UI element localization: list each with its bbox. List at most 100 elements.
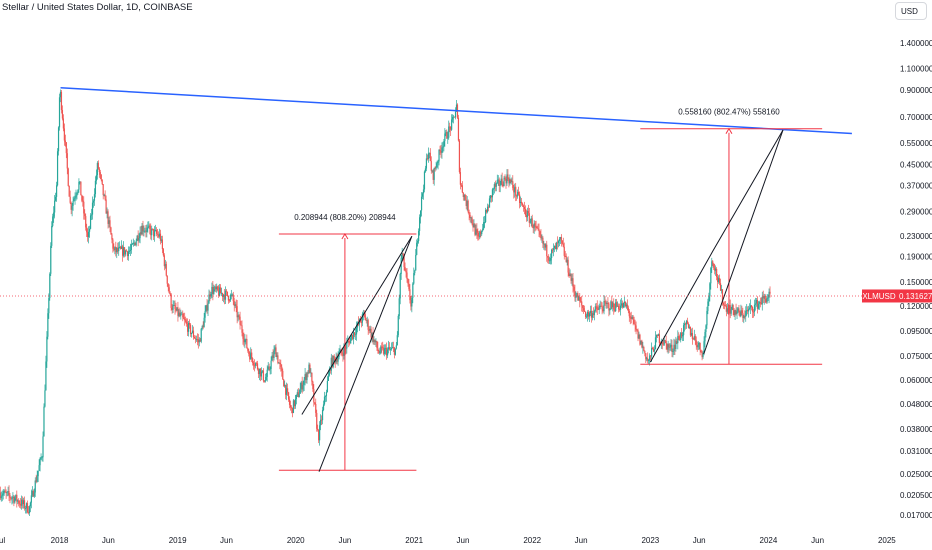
candle-body bbox=[520, 201, 523, 204]
candle-body bbox=[40, 457, 42, 459]
candle bbox=[713, 263, 715, 270]
candle bbox=[679, 334, 681, 342]
candle-body bbox=[91, 202, 94, 215]
candle bbox=[709, 282, 711, 302]
candle-body bbox=[452, 116, 455, 118]
candle-body bbox=[756, 299, 759, 309]
candle-body bbox=[480, 231, 482, 235]
candle-body bbox=[510, 179, 512, 182]
x-tick-label: 2024 bbox=[760, 536, 778, 545]
candle-body bbox=[389, 349, 392, 351]
candle bbox=[208, 289, 210, 304]
candle-body bbox=[564, 255, 566, 257]
candle-body bbox=[2, 493, 4, 496]
candle-body bbox=[539, 231, 541, 235]
candle bbox=[185, 316, 187, 324]
candle-body bbox=[212, 286, 214, 294]
candle bbox=[531, 214, 533, 228]
currency-button[interactable]: USD bbox=[895, 2, 927, 20]
candle bbox=[265, 372, 267, 381]
candle bbox=[623, 296, 626, 308]
candle bbox=[450, 126, 452, 137]
candle-body bbox=[750, 305, 753, 308]
time-axis[interactable]: Jul2018Jun2019Jun2020Jun2021Jun2022Jun20… bbox=[0, 536, 896, 545]
candle bbox=[608, 302, 610, 317]
candle-body bbox=[427, 153, 429, 159]
candle-body bbox=[181, 313, 183, 315]
candle-body bbox=[692, 338, 694, 340]
x-tick-label: 2023 bbox=[641, 536, 659, 545]
candle-body bbox=[457, 117, 460, 141]
candle bbox=[7, 486, 9, 497]
candle bbox=[353, 332, 356, 338]
candle bbox=[36, 470, 38, 483]
y-tick-label: 0.230000 bbox=[900, 232, 932, 241]
candle bbox=[211, 282, 213, 298]
candle bbox=[45, 355, 47, 391]
measure-1-arrow bbox=[341, 233, 349, 240]
candle-body bbox=[517, 191, 519, 197]
candle-body bbox=[565, 255, 567, 262]
candle-body bbox=[80, 181, 82, 196]
y-tick-label: 0.075000 bbox=[900, 352, 932, 361]
candle-body bbox=[268, 366, 270, 370]
candle bbox=[304, 367, 306, 386]
candle bbox=[141, 223, 143, 235]
candle bbox=[609, 308, 611, 315]
candle-body bbox=[337, 357, 339, 362]
candle-body bbox=[288, 399, 291, 405]
candle-body bbox=[509, 179, 511, 184]
candle-body bbox=[188, 322, 191, 325]
candle bbox=[677, 330, 679, 350]
candle bbox=[471, 215, 473, 226]
candle bbox=[23, 496, 26, 511]
candle-body bbox=[305, 374, 307, 381]
candle bbox=[622, 302, 625, 309]
candle bbox=[283, 378, 285, 387]
candle-body bbox=[641, 340, 643, 348]
candle-body bbox=[302, 384, 304, 390]
candle bbox=[518, 191, 521, 209]
candle-body bbox=[485, 210, 487, 223]
candle bbox=[405, 268, 407, 278]
x-tick-label: 2018 bbox=[51, 536, 69, 545]
candle bbox=[694, 334, 696, 345]
price-axis[interactable]: 1.4000001.1000000.9000000.7000000.550000… bbox=[900, 39, 932, 520]
candle-body bbox=[90, 214, 93, 216]
candle-body bbox=[577, 293, 579, 301]
candle bbox=[272, 349, 274, 363]
candle-body bbox=[438, 149, 440, 162]
candle-body bbox=[329, 368, 331, 371]
candle bbox=[487, 204, 490, 212]
candle-body bbox=[693, 336, 695, 340]
symbol-tag-label: XLMUSD bbox=[862, 292, 896, 301]
candle-body bbox=[354, 334, 357, 336]
candle bbox=[621, 300, 624, 309]
candle bbox=[657, 333, 660, 337]
candle-body bbox=[407, 279, 409, 284]
candle-body bbox=[369, 328, 371, 331]
candle bbox=[687, 322, 690, 329]
candle bbox=[575, 291, 577, 303]
candle-body bbox=[555, 242, 558, 250]
candle bbox=[308, 362, 310, 375]
candle bbox=[190, 332, 193, 338]
candle bbox=[553, 245, 556, 253]
candle-body bbox=[705, 325, 707, 333]
candle-body bbox=[449, 126, 451, 128]
candle bbox=[193, 335, 196, 339]
candle bbox=[375, 338, 377, 347]
candle-body bbox=[437, 161, 439, 164]
candle bbox=[86, 223, 88, 237]
candle-body bbox=[718, 278, 721, 284]
candle-body bbox=[54, 200, 56, 213]
candle bbox=[647, 352, 649, 364]
candle-body bbox=[447, 137, 449, 139]
candle-body bbox=[714, 267, 716, 271]
candle-body bbox=[576, 293, 578, 297]
candle-body bbox=[611, 301, 613, 308]
candle bbox=[686, 317, 689, 325]
candle bbox=[299, 382, 301, 394]
candle-body bbox=[306, 372, 308, 381]
